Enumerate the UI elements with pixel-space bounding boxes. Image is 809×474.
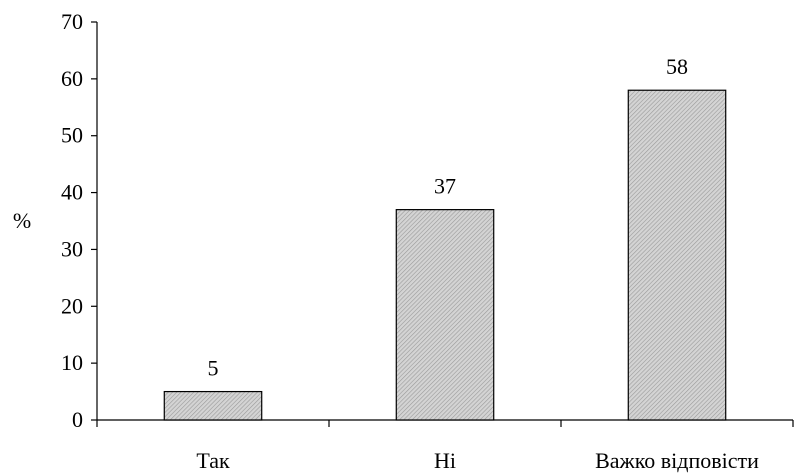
y-tick-label: 30 [61,236,83,261]
data-label: 5 [208,356,219,381]
y-tick-label: 50 [61,123,83,148]
data-label: 58 [666,54,688,79]
bar-2 [627,89,727,421]
y-tick-label: 10 [61,350,83,375]
y-axis-label: % [13,208,31,233]
bar-0 [163,390,263,421]
x-category-label: Важко відповісти [595,448,759,473]
y-tick-label: 40 [61,180,83,205]
y-tick-label: 20 [61,293,83,318]
bar-1 [395,209,495,421]
x-category-label: Ні [434,448,456,473]
data-label: 37 [434,174,456,199]
y-tick-label: 0 [72,407,83,432]
x-category-label: Так [196,448,230,473]
y-tick-label: 60 [61,66,83,91]
plot-area: 0 10 20 30 40 50 60 70 5 Так 37 Ні 58 Важко відповіст… [61,9,794,473]
y-tick-label: 70 [61,9,83,34]
